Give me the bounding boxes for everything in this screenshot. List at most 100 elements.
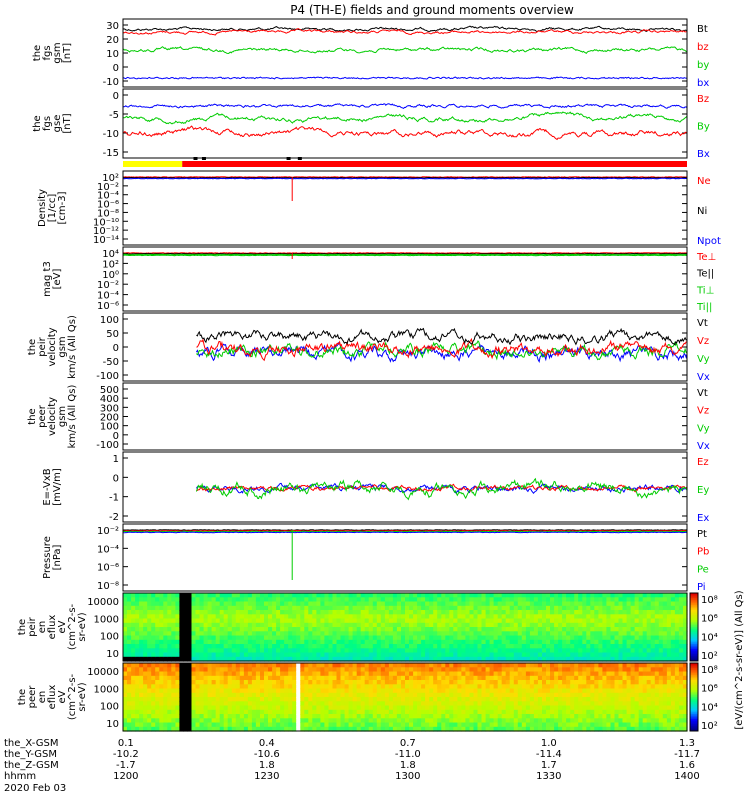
heat-cell	[517, 697, 523, 702]
heat-cell	[235, 597, 241, 603]
heat-cell	[227, 692, 233, 698]
series-group	[195, 477, 687, 501]
heat-cell	[477, 726, 483, 732]
heat-cell	[131, 697, 136, 702]
heat-cell	[272, 597, 277, 603]
heat-cell	[376, 644, 382, 649]
heat-cell	[634, 639, 640, 645]
colorbar-cell	[690, 710, 698, 713]
heat-cell	[255, 675, 261, 681]
heat-cell	[650, 631, 656, 637]
heat-cell	[284, 718, 289, 724]
heat-cell	[332, 688, 338, 694]
heat-cell	[288, 605, 293, 611]
heat-cell	[678, 644, 684, 649]
heat-cell	[461, 726, 466, 732]
heat-cell	[199, 709, 205, 715]
heat-cell	[123, 675, 128, 681]
heat-cell	[646, 667, 652, 673]
colorbar-cell	[690, 705, 698, 708]
heat-cell	[602, 680, 607, 685]
heat-cell	[678, 709, 684, 715]
heat-cell	[678, 684, 684, 690]
heat-cell	[131, 631, 136, 637]
heat-cell	[449, 718, 454, 724]
heat-cell	[239, 618, 245, 624]
ytick-label: 10⁻⁴	[97, 291, 119, 302]
heat-cell	[175, 631, 180, 637]
heat-cell	[529, 627, 535, 632]
heat-cell	[260, 601, 265, 607]
ylabel-line: gsm	[57, 406, 68, 427]
heat-cell	[159, 656, 164, 662]
heat-cell	[626, 610, 632, 615]
heat-cell	[308, 684, 313, 690]
heat-cell	[195, 701, 201, 707]
heat-cell	[207, 675, 213, 681]
heat-cell	[384, 627, 390, 632]
heat-cell	[634, 631, 640, 637]
heat-cell	[183, 631, 188, 637]
heat-cell	[135, 622, 140, 628]
heat-cell	[634, 667, 640, 673]
heat-cell	[409, 622, 414, 628]
heat-cell	[594, 614, 599, 620]
heat-cell	[364, 675, 370, 681]
heat-cell	[469, 718, 475, 724]
heat-cell	[384, 601, 390, 607]
heat-cell	[251, 656, 257, 662]
heat-cell	[211, 644, 217, 649]
heat-cell	[243, 697, 249, 702]
heat-cell	[231, 605, 237, 611]
heat-cell	[195, 667, 201, 673]
heat-cell	[614, 652, 620, 658]
heat-cell	[513, 648, 519, 654]
heat-cell	[163, 714, 168, 719]
heat-cell	[650, 610, 656, 615]
heat-cell	[388, 656, 394, 662]
heat-cell	[590, 644, 595, 649]
heat-cell	[421, 663, 426, 668]
heat-cell	[509, 601, 515, 607]
heat-cell	[260, 593, 265, 598]
heat-cell	[602, 635, 607, 641]
heat-cell	[513, 688, 519, 694]
heat-cell	[501, 718, 507, 724]
heat-cell	[135, 639, 140, 645]
heat-cell	[368, 656, 374, 662]
heat-cell	[123, 701, 128, 707]
heat-cell	[433, 671, 438, 677]
heat-cell	[674, 656, 680, 662]
heat-cell	[127, 726, 132, 732]
heat-cell	[163, 692, 168, 698]
series-line-Vx	[195, 341, 687, 363]
heat-cell	[227, 639, 233, 645]
heat-cell	[247, 618, 253, 624]
heat-cell	[634, 722, 640, 728]
heat-cell	[272, 667, 277, 673]
heat-cell	[574, 684, 579, 690]
heat-cell	[634, 714, 640, 719]
heat-cell	[316, 652, 321, 658]
heat-cell	[183, 610, 188, 615]
heat-cell	[521, 688, 527, 694]
status-tick	[286, 157, 291, 160]
heat-cell	[183, 667, 188, 673]
panel-temperature: mag t3 [eV]10⁴10²10⁰10⁻²10⁻⁴10⁻⁶Te⊥Te||Ti…	[42, 246, 716, 313]
heat-cell	[179, 688, 184, 694]
heat-cell	[207, 614, 213, 620]
heat-cell	[320, 605, 325, 611]
heat-cell	[171, 714, 176, 719]
xaxis-value: -10.2	[113, 749, 139, 760]
heat-cell	[171, 648, 176, 654]
heat-cell	[312, 656, 317, 662]
heat-cell	[533, 692, 539, 698]
heat-cell	[380, 593, 386, 598]
heat-cell	[143, 675, 148, 681]
heat-cell	[376, 667, 382, 673]
heat-cell	[251, 652, 257, 658]
heat-cell	[558, 675, 563, 681]
heat-cell	[638, 726, 644, 732]
heat-cell	[255, 697, 261, 702]
